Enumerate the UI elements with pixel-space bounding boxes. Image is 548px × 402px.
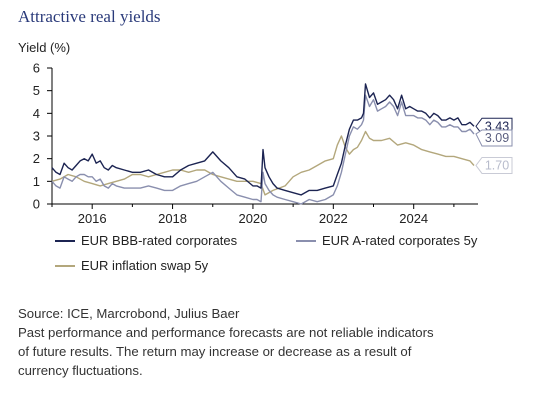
disclaimer-line: of future results. The return may increa… (18, 344, 412, 359)
footer-notes: Source: ICE, Marcrobond, Julius Baer Pas… (18, 304, 533, 380)
series-line-1 (51, 94, 475, 205)
end-value-label: 1.70 (485, 158, 509, 172)
y-tick-label: 1 (33, 174, 40, 189)
x-tick-label: 2018 (158, 211, 187, 226)
legend-item-a: EUR A-rated corporates 5y (296, 233, 477, 248)
legend-item-infl: EUR inflation swap 5y (55, 258, 208, 273)
y-tick-label: 4 (33, 106, 40, 121)
legend-label-infl: EUR inflation swap 5y (81, 258, 209, 273)
disclaimer-line: Past performance and performance forecas… (18, 325, 434, 340)
x-tick-label: 2024 (399, 211, 428, 226)
y-tick-label: 0 (33, 197, 40, 212)
legend-label-bbb: EUR BBB-rated corporates (81, 233, 238, 248)
series-line-2 (51, 130, 475, 196)
legend-swatch-bbb (55, 239, 75, 242)
y-tick-label: 2 (33, 151, 40, 166)
source-note: Source: ICE, Marcrobond, Julius Baer (18, 306, 240, 321)
end-value-callout (475, 156, 513, 174)
y-axis-label: Yield (%) (18, 40, 70, 55)
x-tick-label: 2016 (78, 211, 107, 226)
end-value-callout (475, 129, 513, 147)
chart-title: Attractive real yields (18, 7, 161, 26)
y-tick-label: 6 (33, 61, 40, 76)
legend-item-bbb: EUR BBB-rated corporates (55, 233, 237, 248)
legend-label-a: EUR A-rated corporates 5y (322, 233, 478, 248)
disclaimer-line: currency fluctuations. (18, 363, 143, 378)
y-tick-label: 3 (33, 129, 40, 144)
x-tick-label: 2020 (238, 211, 267, 226)
end-value-label: 3.09 (485, 131, 509, 145)
legend-swatch-a (296, 239, 316, 242)
legend-swatch-infl (55, 264, 75, 267)
x-tick-label: 2022 (319, 211, 348, 226)
series-line-0 (51, 83, 475, 196)
y-tick-label: 5 (33, 83, 40, 98)
